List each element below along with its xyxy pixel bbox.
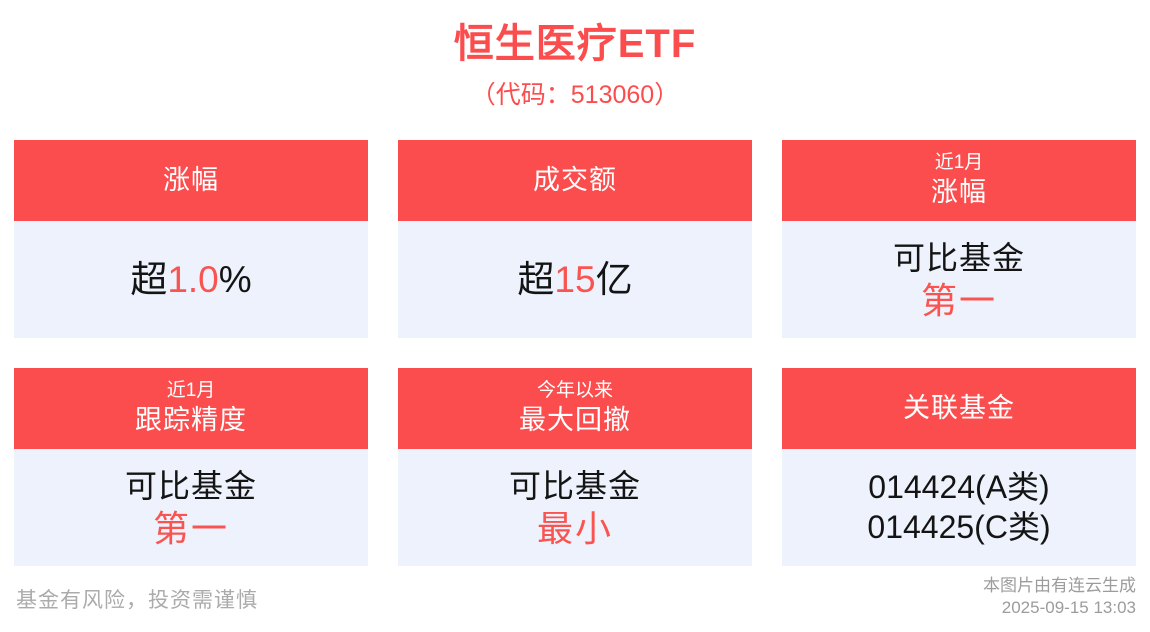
card-turnover-value: 超15亿 <box>517 261 632 298</box>
card-month-change-header: 近1月 涨幅 <box>782 140 1136 221</box>
card-tracking-header-label: 跟踪精度 <box>135 404 247 435</box>
generator-credit-line: 本图片由有连云生成 <box>983 576 1136 595</box>
card-turnover-header: 成交额 <box>398 140 752 221</box>
card-related-funds-body: 014424(A类) 014425(C类) <box>782 449 1136 566</box>
card-month-change-header-tag: 近1月 <box>934 152 984 174</box>
value-highlight: 1.0 <box>167 259 219 300</box>
value-suffix: 亿 <box>595 259 633 300</box>
page-subtitle: （代码：513060） <box>470 81 680 109</box>
card-change-header: 涨幅 <box>14 140 368 221</box>
generator-credit: 本图片由有连云生成 2025-09-15 13:03 <box>983 575 1136 619</box>
card-drawdown-body: 可比基金 最小 <box>398 449 752 566</box>
card-tracking: 近1月 跟踪精度 可比基金 第一 <box>14 368 368 566</box>
card-tracking-line1: 可比基金 <box>124 468 257 504</box>
related-fund-code-a: 014424(A类) <box>868 469 1050 506</box>
card-month-change-header-label: 涨幅 <box>931 176 987 207</box>
card-related-funds-header: 关联基金 <box>782 368 1136 449</box>
card-related-funds: 关联基金 014424(A类) 014425(C类) <box>782 368 1136 566</box>
card-month-change: 近1月 涨幅 可比基金 第一 <box>782 140 1136 338</box>
risk-disclaimer: 基金有风险，投资需谨慎 <box>16 589 258 612</box>
card-turnover-body: 超15亿 <box>398 221 752 338</box>
value-prefix: 超 <box>130 259 168 300</box>
card-turnover: 成交额 超15亿 <box>398 140 752 338</box>
value-suffix: % <box>218 259 252 300</box>
card-tracking-header-tag: 近1月 <box>166 380 216 402</box>
card-drawdown-header: 今年以来 最大回撤 <box>398 368 752 449</box>
card-drawdown-header-tag: 今年以来 <box>536 380 613 402</box>
card-change-value: 超1.0% <box>130 261 251 298</box>
card-turnover-header-label: 成交额 <box>533 164 617 195</box>
related-fund-code-c: 014425(C类) <box>867 508 1051 545</box>
card-tracking-line2: 第一 <box>152 507 229 549</box>
stat-card-grid: 涨幅 超1.0% 成交额 超15亿 近1月 涨幅 可比基金 第一 <box>14 140 1136 566</box>
card-tracking-header: 近1月 跟踪精度 <box>14 368 368 449</box>
card-tracking-body: 可比基金 第一 <box>14 449 368 566</box>
card-change-body: 超1.0% <box>14 221 368 338</box>
card-month-change-body: 可比基金 第一 <box>782 221 1136 338</box>
value-highlight: 15 <box>554 259 596 300</box>
card-related-funds-header-label: 关联基金 <box>903 392 1015 423</box>
card-drawdown-header-label: 最大回撤 <box>519 404 631 435</box>
card-month-change-line1: 可比基金 <box>892 240 1025 276</box>
generated-timestamp: 2025-09-15 13:03 <box>1001 598 1136 617</box>
card-change: 涨幅 超1.0% <box>14 140 368 338</box>
card-drawdown-line2: 最小 <box>536 507 613 549</box>
card-drawdown: 今年以来 最大回撤 可比基金 最小 <box>398 368 752 566</box>
page-title: 恒生医疗ETF <box>453 22 697 66</box>
card-change-header-label: 涨幅 <box>163 164 219 195</box>
card-drawdown-line1: 可比基金 <box>508 468 641 504</box>
card-month-change-line2: 第一 <box>920 279 997 321</box>
value-prefix: 超 <box>517 259 555 300</box>
